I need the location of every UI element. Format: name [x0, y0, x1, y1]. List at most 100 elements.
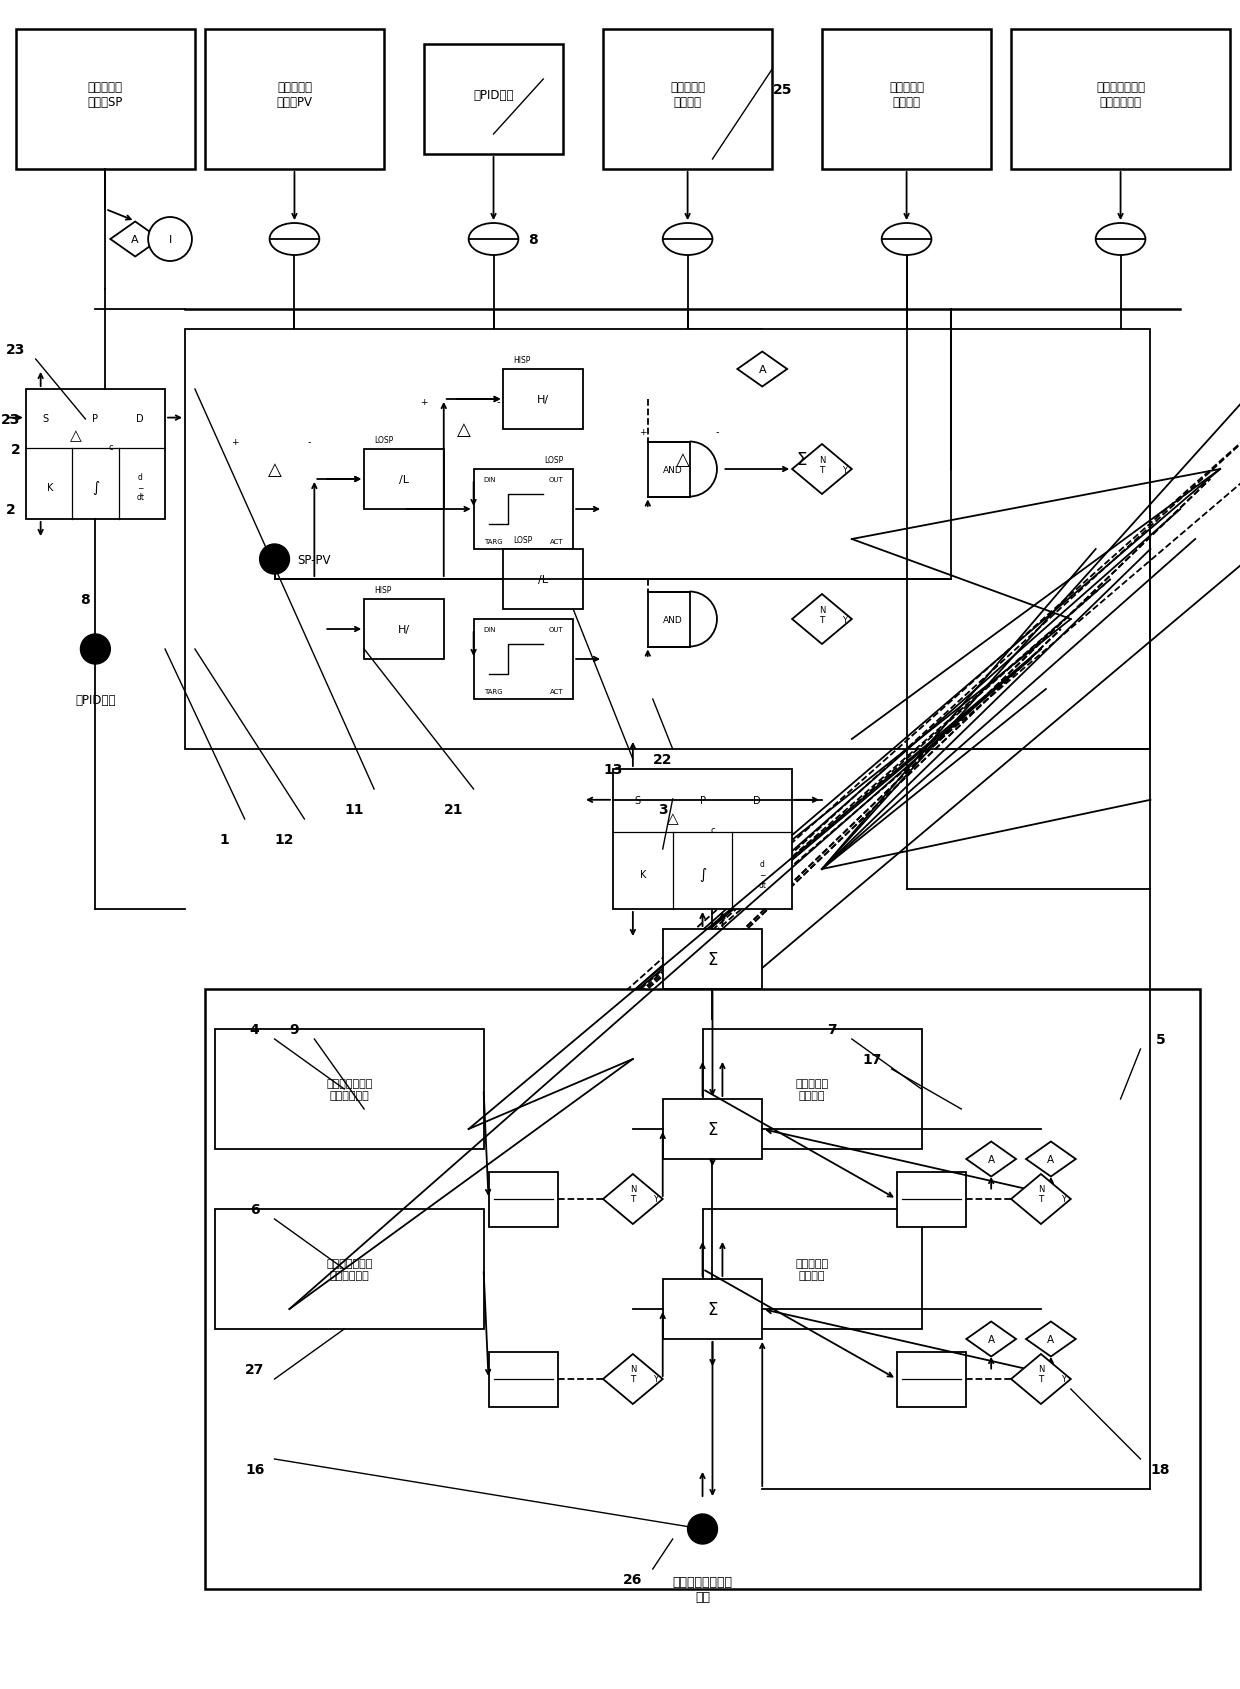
Text: △: △	[676, 451, 689, 470]
Text: 防高温动作
逻辑接口: 防高温动作 逻辑接口	[795, 1258, 828, 1280]
Text: TARG: TARG	[484, 539, 502, 544]
FancyBboxPatch shape	[662, 1279, 763, 1339]
FancyBboxPatch shape	[503, 370, 583, 429]
FancyBboxPatch shape	[489, 1351, 558, 1407]
Text: T: T	[820, 464, 825, 475]
Text: T: T	[630, 1194, 636, 1204]
Text: Y: Y	[1061, 1194, 1066, 1204]
Polygon shape	[603, 1174, 662, 1225]
Text: TARG: TARG	[484, 689, 502, 694]
Text: 二级减温器
出口温度: 二级减温器 出口温度	[889, 81, 924, 108]
Text: 5: 5	[1156, 1032, 1166, 1047]
Text: 3: 3	[658, 802, 667, 816]
Text: ACT: ACT	[549, 689, 563, 694]
Text: HISP: HISP	[374, 584, 392, 595]
FancyBboxPatch shape	[215, 1209, 484, 1329]
Text: -: -	[715, 427, 719, 437]
Text: 11: 11	[345, 802, 363, 816]
Text: 18: 18	[1151, 1463, 1171, 1476]
Text: 17: 17	[862, 1052, 882, 1066]
Text: Y: Y	[842, 464, 847, 475]
Text: 12: 12	[275, 833, 294, 846]
Text: +: +	[639, 427, 646, 436]
Polygon shape	[966, 1322, 1016, 1356]
Text: 二级减温器
出口温度: 二级减温器 出口温度	[670, 81, 706, 108]
Text: 2: 2	[6, 503, 16, 517]
Text: AND: AND	[663, 464, 682, 475]
FancyBboxPatch shape	[215, 1029, 484, 1149]
Text: △: △	[268, 461, 281, 478]
Text: 21: 21	[444, 802, 464, 816]
Polygon shape	[1025, 1142, 1076, 1177]
FancyBboxPatch shape	[474, 620, 573, 699]
Text: T: T	[630, 1375, 636, 1383]
Text: ∫: ∫	[699, 868, 706, 882]
Text: 23: 23	[6, 343, 26, 356]
Text: Y: Y	[1061, 1375, 1066, 1383]
Text: 主蒸汽温度
测量值PV: 主蒸汽温度 测量值PV	[277, 81, 312, 108]
Polygon shape	[1011, 1355, 1071, 1404]
FancyBboxPatch shape	[26, 390, 165, 520]
Text: 13: 13	[604, 762, 622, 777]
FancyBboxPatch shape	[632, 421, 733, 500]
Text: -: -	[308, 437, 311, 446]
Circle shape	[81, 635, 110, 664]
Text: N: N	[818, 605, 825, 615]
Text: T: T	[1038, 1194, 1044, 1204]
Text: AND: AND	[663, 615, 682, 625]
FancyBboxPatch shape	[503, 549, 583, 610]
FancyBboxPatch shape	[224, 429, 325, 510]
Text: 减温水调节门指令
输出: 减温水调节门指令 输出	[672, 1576, 733, 1603]
Text: H/: H/	[537, 395, 549, 405]
FancyBboxPatch shape	[424, 46, 563, 155]
FancyBboxPatch shape	[897, 1351, 966, 1407]
Text: A: A	[987, 1154, 994, 1164]
Text: N: N	[630, 1363, 636, 1373]
FancyBboxPatch shape	[662, 1100, 763, 1159]
Polygon shape	[1025, 1322, 1076, 1356]
Circle shape	[688, 1513, 718, 1544]
Circle shape	[259, 544, 289, 574]
Text: +: +	[420, 397, 428, 407]
FancyBboxPatch shape	[414, 390, 513, 470]
Text: 4: 4	[249, 1022, 259, 1037]
Text: A: A	[987, 1334, 994, 1344]
Text: 主PID输出: 主PID输出	[474, 88, 513, 101]
Text: 7: 7	[827, 1022, 837, 1037]
Polygon shape	[1011, 1174, 1071, 1225]
Text: N: N	[818, 456, 825, 464]
Text: 防低温动作保持
逻辑动作接口: 防低温动作保持 逻辑动作接口	[326, 1079, 372, 1100]
Ellipse shape	[662, 225, 713, 255]
Text: ACT: ACT	[549, 539, 563, 544]
Text: DIN: DIN	[484, 627, 496, 633]
Text: HISP: HISP	[513, 355, 531, 365]
Ellipse shape	[1096, 225, 1146, 255]
Polygon shape	[792, 444, 852, 495]
FancyBboxPatch shape	[613, 770, 792, 909]
FancyBboxPatch shape	[822, 30, 991, 171]
Text: LOSP: LOSP	[513, 535, 533, 544]
FancyBboxPatch shape	[474, 470, 573, 549]
Text: OUT: OUT	[548, 476, 563, 483]
Text: 主蒸汽温度
设定值SP: 主蒸汽温度 设定值SP	[88, 81, 123, 108]
Text: 8: 8	[528, 233, 538, 247]
Text: -: -	[497, 397, 500, 407]
Text: 主PID输出: 主PID输出	[76, 692, 115, 706]
Text: 9: 9	[290, 1022, 299, 1037]
Text: 防低温动作
逻辑接口: 防低温动作 逻辑接口	[795, 1079, 828, 1100]
Text: 8: 8	[81, 593, 91, 606]
Text: Σ: Σ	[797, 451, 807, 470]
Text: A: A	[131, 235, 139, 245]
Text: /L: /L	[399, 475, 409, 485]
Text: A: A	[1048, 1154, 1054, 1164]
Text: 23: 23	[1, 412, 21, 427]
Text: T: T	[1038, 1375, 1044, 1383]
Polygon shape	[603, 1355, 662, 1404]
Text: T: T	[820, 615, 825, 625]
Text: 16: 16	[246, 1463, 264, 1476]
Text: LOSP: LOSP	[544, 456, 563, 464]
Text: 1: 1	[219, 833, 229, 846]
Text: 防高温动作保持
逻辑动作接口: 防高温动作保持 逻辑动作接口	[326, 1258, 372, 1280]
FancyBboxPatch shape	[185, 329, 1151, 750]
Text: Σ: Σ	[707, 951, 718, 968]
